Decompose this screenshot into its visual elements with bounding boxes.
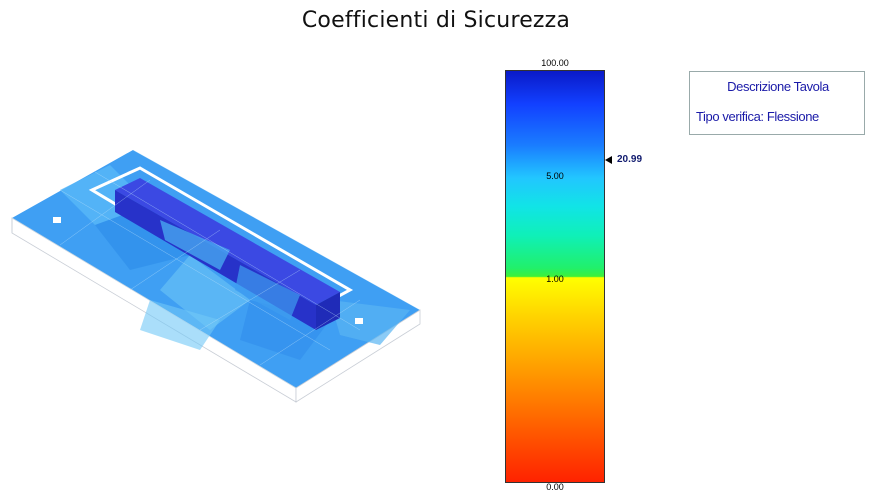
marker-arrow-icon	[605, 155, 612, 164]
beam-top	[115, 178, 340, 305]
mesh-patch	[95, 205, 190, 270]
slab-opening	[355, 318, 363, 324]
mesh-lines	[11, 149, 421, 389]
slab-opening	[53, 217, 61, 223]
mesh-patch	[330, 300, 410, 345]
mesh-patch	[160, 255, 250, 330]
beam-side-light	[235, 265, 300, 320]
color-scale: 100.00 5.00 1.00 0.00 20.99	[498, 58, 678, 492]
description-title: Descrizione Tavola	[727, 79, 829, 94]
mesh-patch	[140, 300, 220, 350]
beam-side-light	[160, 220, 230, 270]
scale-marker: 20.99	[605, 154, 642, 165]
scale-tick-label: 100.00	[541, 58, 569, 68]
color-scale-bar	[505, 70, 605, 483]
page-title: Coefficienti di Sicurezza	[301, 8, 571, 33]
structural-model-view	[11, 149, 421, 403]
description-box: Descrizione Tavola Tipo verifica: Flessi…	[689, 71, 865, 135]
scale-tick-label: 5.00	[546, 171, 564, 181]
marker-value: 20.99	[617, 154, 643, 165]
verification-type: Tipo verifica: Flessione	[696, 109, 819, 124]
scale-tick-label: 1.00	[546, 274, 564, 284]
scale-tick-label: 0.00	[546, 482, 564, 492]
